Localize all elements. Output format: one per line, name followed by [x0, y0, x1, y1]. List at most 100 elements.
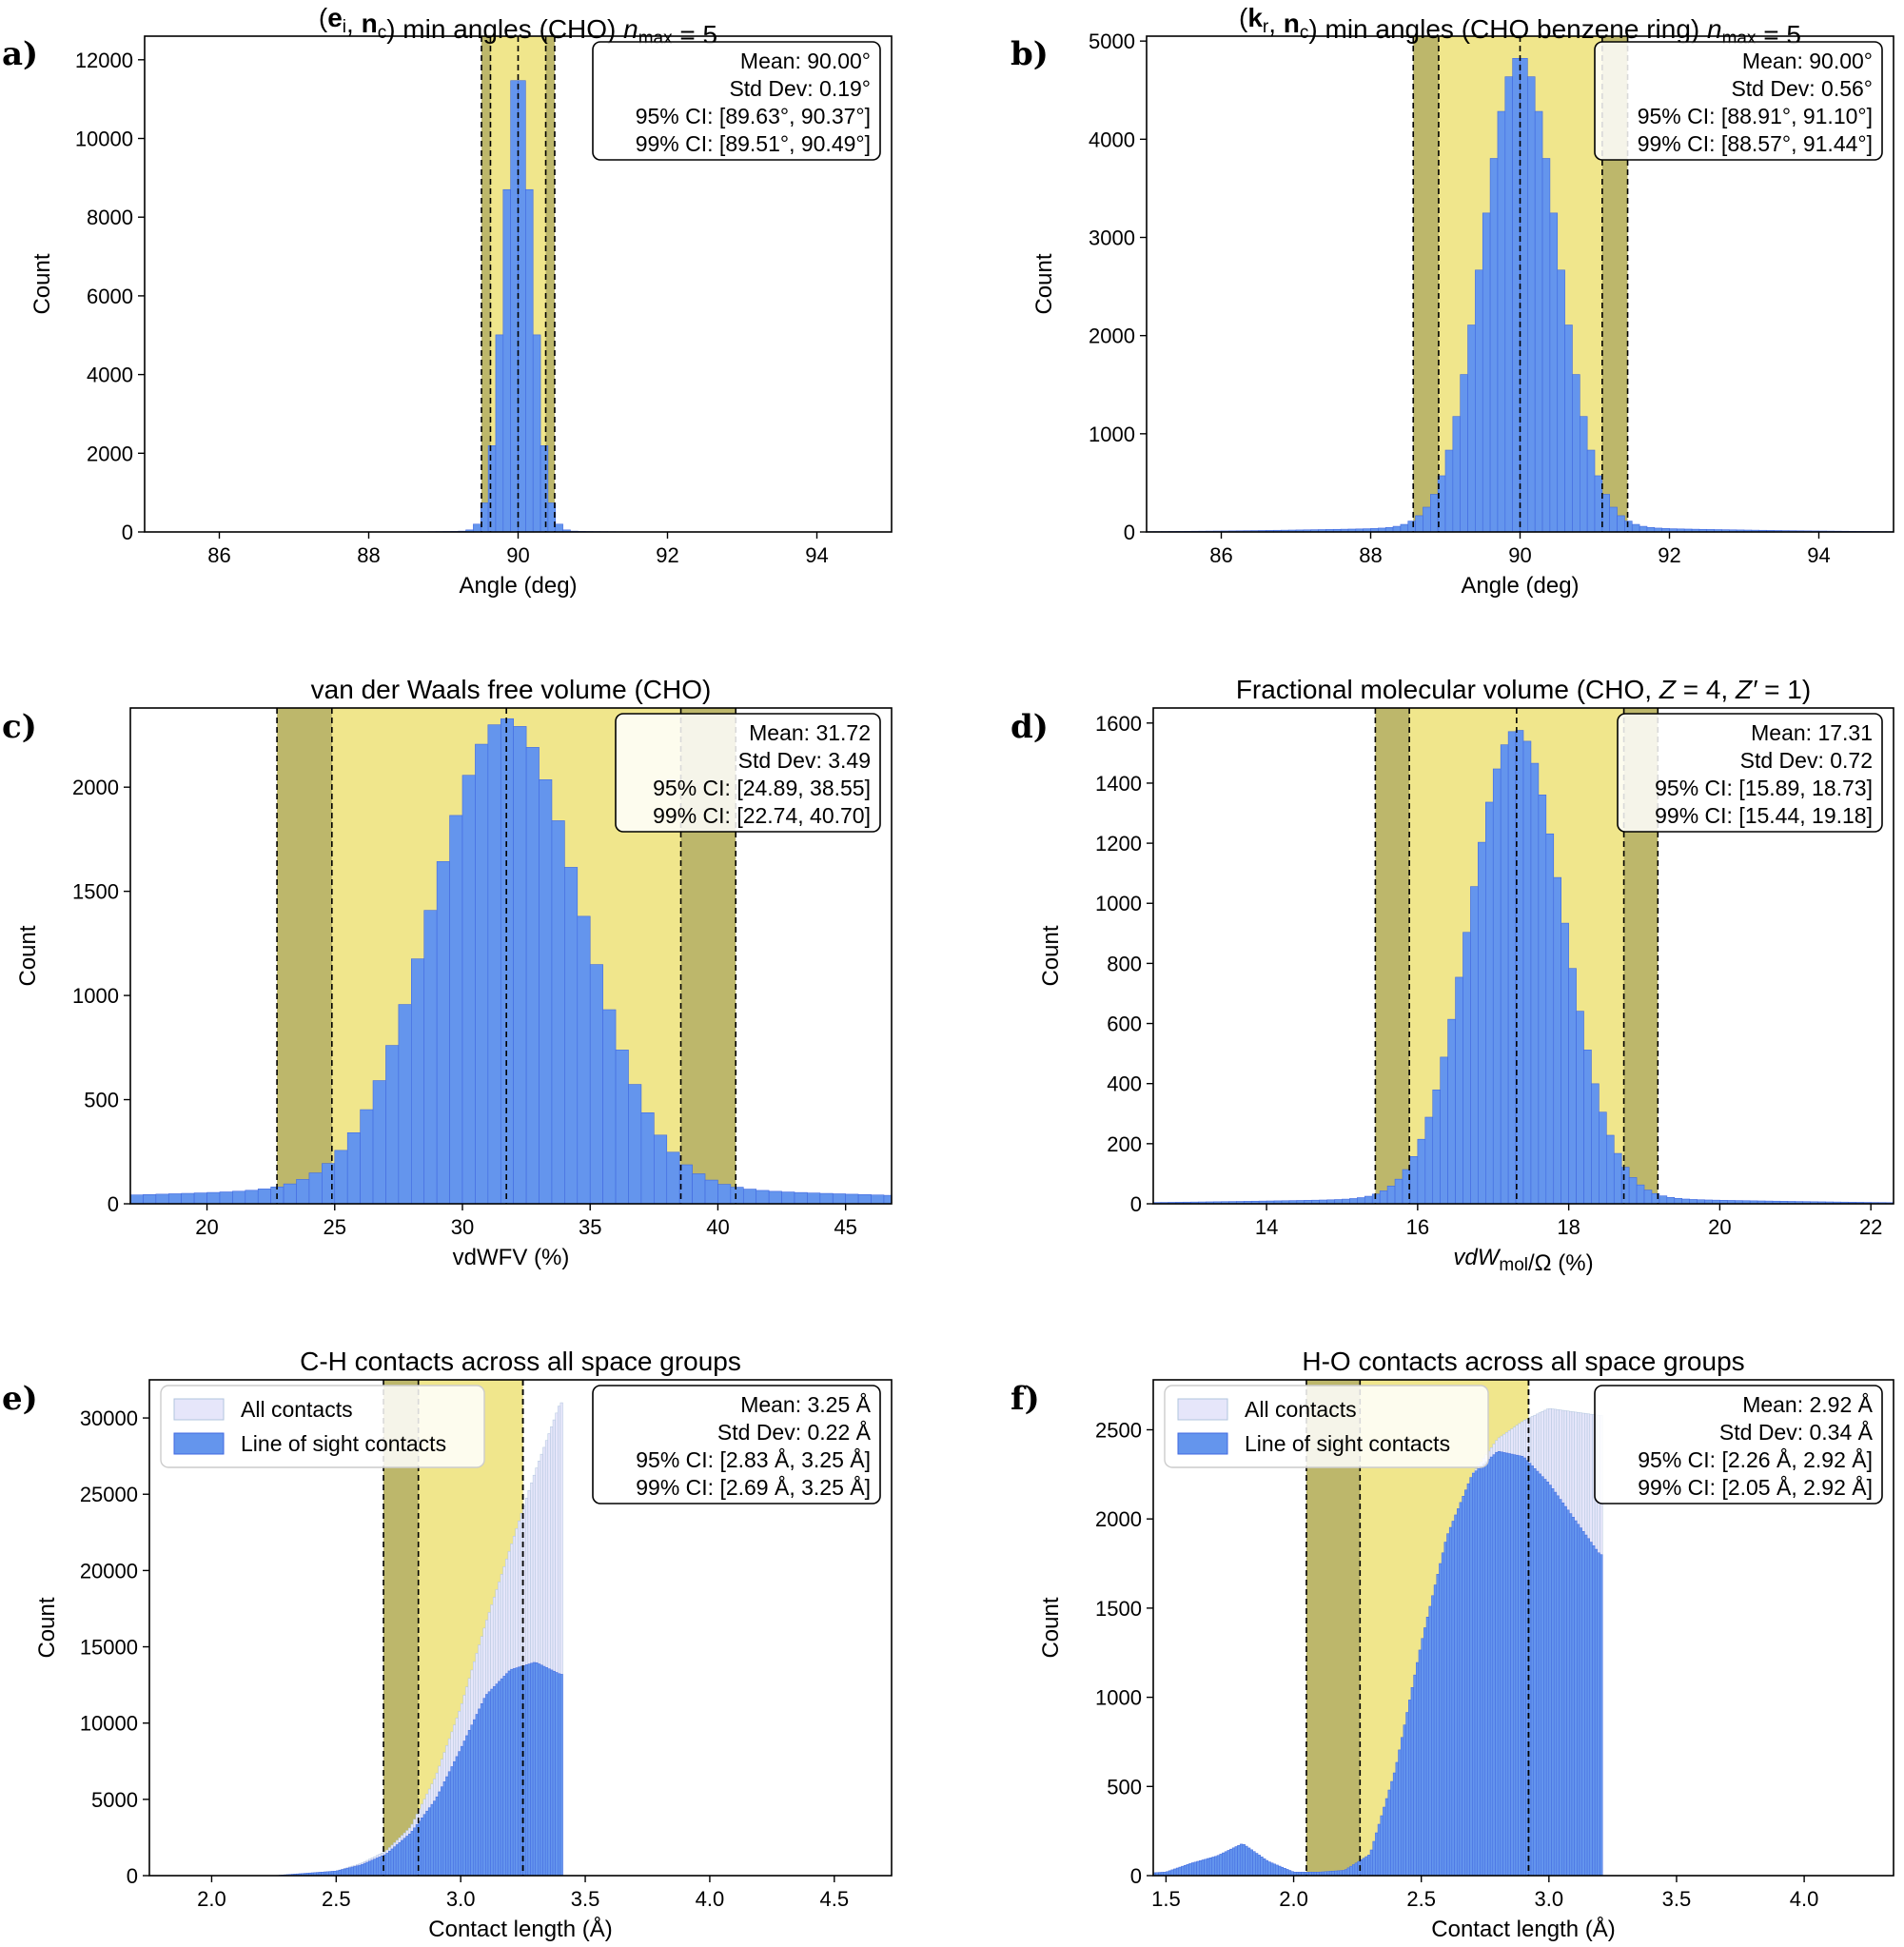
line-of-sight-bar	[455, 1756, 459, 1876]
stats-line: 99% CI: [88.57°, 91.44°]	[1638, 131, 1873, 156]
histogram-bar	[1500, 744, 1509, 1204]
line-of-sight-bar	[1446, 1533, 1450, 1876]
stats-line: 95% CI: [88.91°, 91.10°]	[1638, 104, 1873, 128]
line-of-sight-bar	[1538, 1473, 1542, 1876]
line-of-sight-bar	[405, 1836, 409, 1876]
y-tick-label: 1000	[1095, 892, 1142, 915]
line-of-sight-bar	[1545, 1482, 1550, 1876]
line-of-sight-bar	[485, 1694, 489, 1876]
axes-frame	[148, 1379, 893, 1877]
histogram-bar	[1568, 968, 1577, 1204]
stats-box	[592, 41, 881, 161]
histogram-bar	[1430, 494, 1439, 532]
line-of-sight-bar	[1398, 1749, 1402, 1876]
stats-line: Mean: 90.00°	[1742, 49, 1873, 73]
all-contacts-bar	[1143, 1874, 1146, 1876]
line-of-sight-bar	[1208, 1858, 1212, 1876]
line-of-sight-bar	[1433, 1584, 1438, 1876]
line-of-sight-bar	[368, 1860, 372, 1876]
line-of-sight-bar	[1518, 1455, 1521, 1876]
histogram-bar	[475, 743, 489, 1204]
histogram-bar	[704, 1179, 718, 1204]
histogram-bar	[1520, 58, 1528, 532]
histogram-bar	[1599, 1111, 1607, 1204]
line-of-sight-bar	[1541, 1476, 1544, 1876]
y-tick-label: 1500	[72, 880, 119, 904]
y-tick-label: 15000	[80, 1636, 138, 1660]
line-of-sight-bar	[490, 1688, 494, 1876]
histogram-bar	[1424, 1116, 1434, 1204]
stats-line: Mean: 3.25 Å	[740, 1391, 871, 1417]
y-tick-label: 0	[122, 521, 133, 544]
line-of-sight-bar	[1413, 1674, 1417, 1876]
histogram-bar	[640, 1111, 655, 1204]
panel-letter: a)	[2, 35, 38, 73]
line-of-sight-bar	[492, 1686, 497, 1876]
line-of-sight-bar	[1543, 1479, 1547, 1876]
y-tick-label: 600	[1107, 1013, 1142, 1036]
line-of-sight-bar	[1280, 1866, 1285, 1876]
line-of-sight-bar	[1390, 1780, 1394, 1876]
y-tick-label: 0	[1130, 1192, 1142, 1216]
line-of-sight-bar	[1395, 1761, 1399, 1876]
histogram-bar	[1534, 110, 1543, 532]
x-tick-label: 94	[1807, 543, 1830, 567]
line-of-sight-bar	[1551, 1488, 1555, 1876]
histogram-bar	[423, 910, 438, 1204]
line-of-sight-bar	[355, 1865, 360, 1876]
line-of-sight-bar	[1584, 1534, 1588, 1876]
x-tick-label: 22	[1859, 1215, 1882, 1239]
x-tick-label: 20	[1708, 1215, 1731, 1239]
line-of-sight-bar	[1454, 1514, 1458, 1876]
histogram-bar	[1492, 768, 1502, 1204]
line-of-sight-bar	[482, 1698, 486, 1876]
panel-letter: f)	[1011, 1380, 1040, 1418]
histogram-bar	[1497, 110, 1506, 532]
histogram-bar	[232, 1190, 246, 1204]
histogram-bar	[473, 523, 481, 532]
legend-label-all-contacts: All contacts	[241, 1397, 353, 1422]
y-tick-label: 0	[108, 1192, 119, 1216]
line-of-sight-bar	[1125, 1875, 1128, 1876]
line-of-sight-bar	[1466, 1483, 1470, 1876]
histogram-bar	[1617, 515, 1625, 532]
plot-area	[338, 36, 698, 532]
line-of-sight-bar	[505, 1673, 509, 1876]
y-tick-label: 4000	[1089, 128, 1135, 151]
y-tick-label: 1400	[1095, 772, 1142, 796]
histogram-bar	[532, 334, 541, 532]
histogram-bar	[510, 80, 519, 532]
histogram-bar	[1594, 475, 1603, 532]
line-of-sight-bar	[1380, 1815, 1384, 1876]
line-of-sight-bar	[1441, 1552, 1445, 1876]
x-tick-label: 86	[1209, 543, 1232, 567]
y-tick-label: 2000	[1095, 1507, 1142, 1531]
histogram-bar	[1423, 506, 1431, 532]
line-of-sight-bar	[1448, 1526, 1453, 1876]
legend-label-line-of-sight: Line of sight contacts	[1245, 1431, 1450, 1456]
x-tick-label: 3.0	[1535, 1887, 1564, 1911]
histogram-bar	[1349, 1198, 1358, 1204]
line-of-sight-bar	[1507, 1453, 1511, 1876]
histogram-bar	[1639, 525, 1648, 532]
line-of-sight-bar	[425, 1810, 429, 1876]
line-of-sight-bar	[1214, 1856, 1218, 1876]
line-of-sight-bar	[1560, 1503, 1565, 1876]
x-axis-label: vdWmol/Ω (%)	[1453, 1245, 1593, 1276]
y-tick-label: 500	[84, 1089, 119, 1112]
histogram-bar	[1557, 269, 1565, 532]
line-of-sight-bar	[1247, 1847, 1251, 1876]
histogram-bar	[807, 1192, 821, 1204]
legend-label-all-contacts: All contacts	[1245, 1397, 1357, 1422]
stats-line: 95% CI: [24.89, 38.55]	[653, 776, 871, 800]
line-of-sight-bar	[1188, 1863, 1192, 1876]
histogram-bar	[487, 724, 501, 1204]
x-tick-label: 45	[834, 1215, 856, 1239]
line-of-sight-bar	[1487, 1459, 1491, 1876]
histogram-bar	[385, 1045, 400, 1204]
line-of-sight-bar	[1418, 1649, 1422, 1876]
legend-swatch-all-contacts	[1177, 1398, 1228, 1421]
histogram-bar	[143, 1193, 157, 1204]
line-of-sight-bar	[460, 1745, 464, 1876]
line-of-sight-bar	[1436, 1574, 1440, 1876]
